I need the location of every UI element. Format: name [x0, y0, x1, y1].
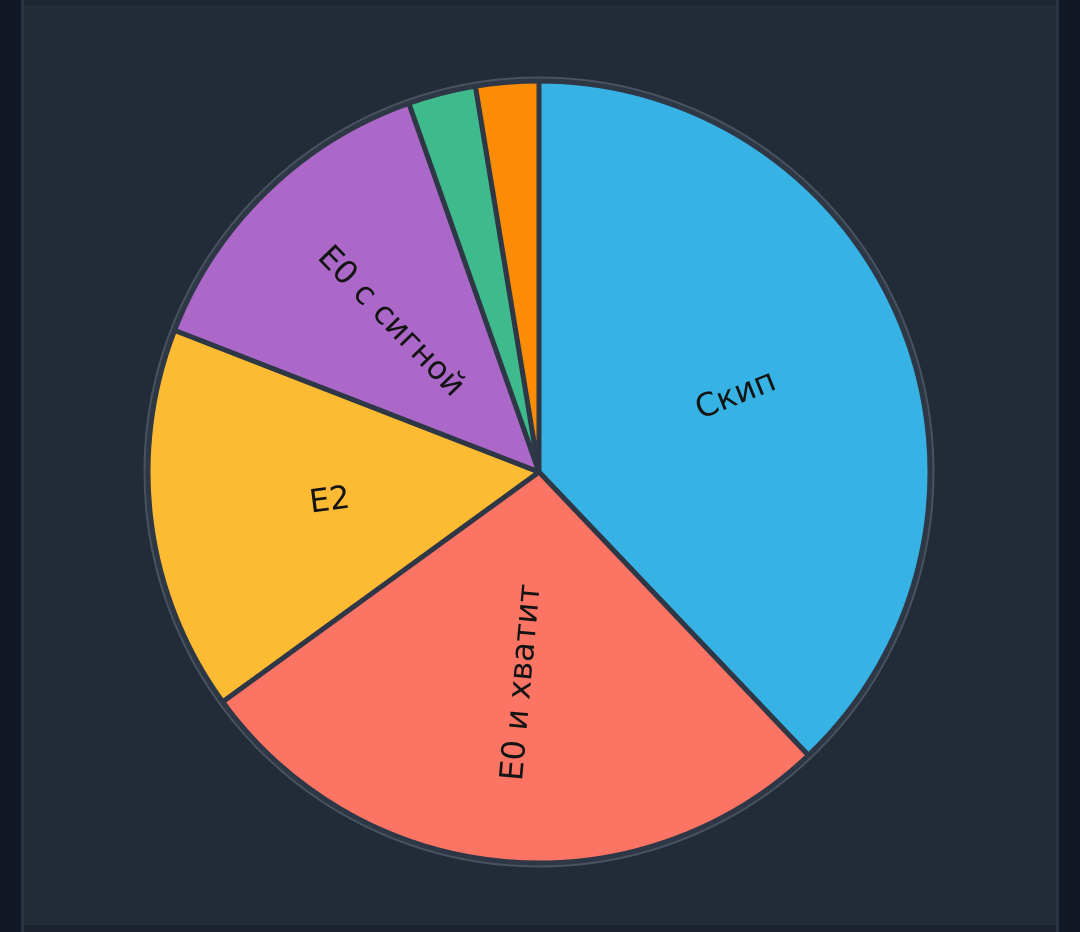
pie-slice-1[interactable] [220, 469, 811, 866]
pie-slice-2[interactable] [145, 327, 542, 705]
slice-label: Е2 [307, 478, 352, 521]
left-letterbox-bar [0, 0, 24, 932]
right-letterbox-bar [1056, 0, 1080, 932]
top-edge-strip [0, 0, 1080, 5]
pie-slice-5[interactable] [472, 78, 542, 475]
pie-slice-0[interactable] [536, 78, 933, 758]
bottom-edge-strip [0, 925, 1080, 932]
pie-outer-ring [143, 76, 935, 868]
pie-slice-3[interactable] [172, 100, 542, 475]
